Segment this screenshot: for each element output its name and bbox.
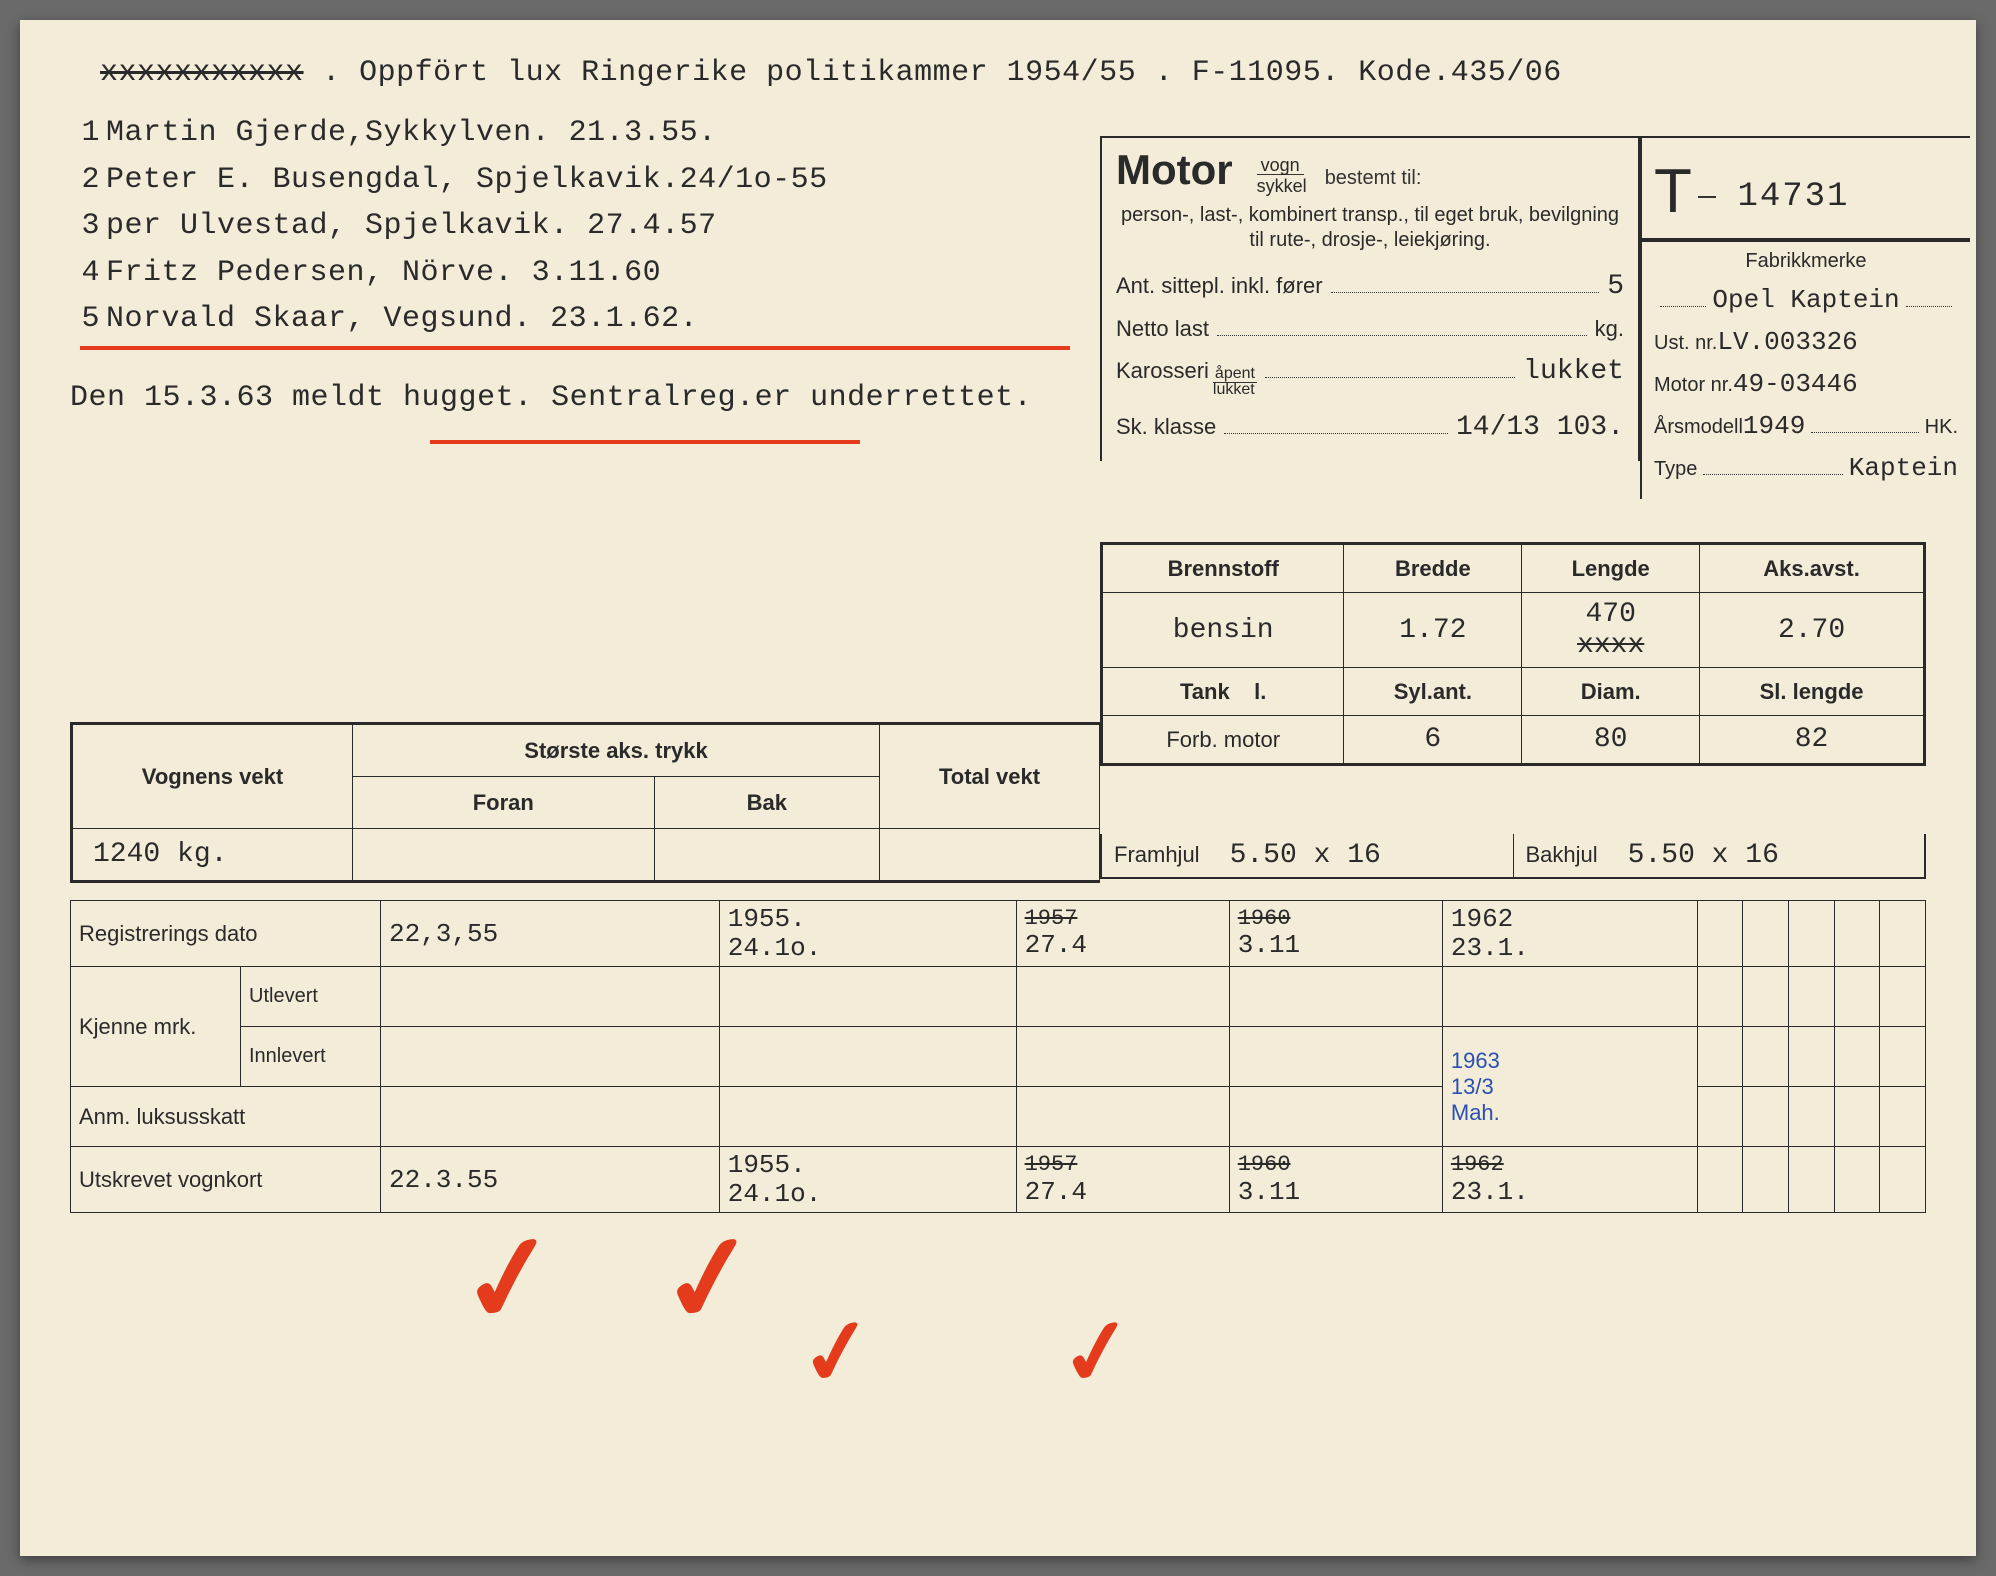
license-plate: T 14731: [1640, 136, 1970, 240]
utskrevet-date: 196223.1.: [1442, 1147, 1697, 1213]
sylant-value: 6: [1344, 716, 1522, 764]
col-sylant: Syl.ant.: [1344, 668, 1522, 716]
scrapped-note: Den 15.3.63 meldt hugget. Sentralreg.er …: [70, 375, 1070, 422]
col-tank: Tank l.: [1103, 668, 1344, 716]
lengde-value: 470 xxxx: [1522, 593, 1700, 668]
red-checkmark: ✓: [450, 1204, 570, 1364]
utskrevet-date: 195727.4: [1016, 1147, 1229, 1213]
header-text-2: F-11095. Kode.435/06: [1192, 56, 1562, 90]
reg-date: 1955.24.1o.: [719, 901, 1016, 967]
type-value: Kaptein: [1849, 453, 1958, 483]
header-strikeout: xxxxxxxxxxx: [100, 56, 304, 90]
owner-num: 3: [70, 203, 106, 250]
red-underline: [430, 440, 860, 444]
netto-label: Netto last: [1116, 316, 1209, 342]
motornr-label: Motor nr.: [1654, 374, 1733, 397]
utskrevet-date: 22.3.55: [381, 1147, 720, 1213]
karosseri-label: Karosseri: [1116, 358, 1209, 384]
bakhjul: Bakhjul5.50 x 16: [1514, 834, 1925, 877]
brennstoff-value: bensin: [1103, 593, 1344, 668]
specs-grid: Brennstoff Bredde Lengde Aks.avst. bensi…: [1100, 542, 1926, 766]
col-diam: Diam.: [1522, 668, 1700, 716]
red-underline: [80, 346, 1070, 350]
utlevert-label: Utlevert: [241, 967, 381, 1027]
motor-sub: vogn sykkel: [1257, 155, 1307, 197]
klasse-label: Sk. klasse: [1116, 414, 1216, 440]
owner-text: Martin Gjerde,Sykkylven. 21.3.55.: [106, 110, 717, 157]
registration-card: xxxxxxxxxxx . Oppfört lux Ringerike poli…: [20, 20, 1976, 1556]
owner-num: 5: [70, 296, 106, 343]
wheels-row: Framhjul5.50 x 16 Bakhjul5.50 x 16: [1100, 834, 1926, 879]
type-label: Type: [1654, 458, 1697, 481]
aks-trykk-label: Største aks. trykk: [353, 725, 880, 777]
vognens-vekt-value: 1240 kg.: [73, 829, 353, 881]
forb-motor: Forb. motor: [1103, 716, 1344, 764]
utskrevet-date: 1955.24.1o.: [719, 1147, 1016, 1213]
owner-num: 1: [70, 110, 106, 157]
vognens-vekt-label: Vognens vekt: [73, 725, 353, 829]
foran-label: Foran: [353, 777, 655, 829]
total-vekt-label: Total vekt: [880, 725, 1100, 829]
red-checkmark: ✓: [1053, 1295, 1143, 1415]
reg-date: 195727.4: [1016, 901, 1229, 967]
motor-description: person-, last-, kombinert transp., til e…: [1116, 203, 1624, 253]
header-text-1: . Oppfört lux Ringerike politikammer 195…: [322, 56, 1173, 90]
owner-num: 4: [70, 250, 106, 297]
aksavst-value: 2.70: [1700, 593, 1924, 668]
aarsmodell-value: 1949: [1743, 411, 1805, 441]
hk-label: HK.: [1925, 416, 1958, 439]
owners-list: 1Martin Gjerde,Sykkylven. 21.3.55. 2Pete…: [70, 110, 1070, 421]
framhjul: Framhjul5.50 x 16: [1102, 834, 1514, 877]
bak-label: Bak: [654, 777, 879, 829]
owner-text: Fritz Pedersen, Nörve. 3.11.60: [106, 250, 661, 297]
reg-dato-label: Registrerings dato: [71, 901, 381, 967]
col-lengde: Lengde: [1522, 545, 1700, 593]
header-line: xxxxxxxxxxx . Oppfört lux Ringerike poli…: [100, 56, 1956, 90]
seats-label: Ant. sittepl. inkl. fører: [1116, 273, 1323, 299]
reg-date: 22,3,55: [381, 901, 720, 967]
fabrikkmerke-value: Opel Kaptein: [1712, 285, 1899, 315]
aarsmodell-label: Årsmodell: [1654, 416, 1743, 439]
col-bredde: Bredde: [1344, 545, 1522, 593]
owner-text: Peter E. Busengdal, Spjelkavik.24/1o-55: [106, 157, 828, 204]
bestemt-label: bestemt til:: [1325, 167, 1422, 189]
motor-box: Motor vogn sykkel bestemt til: person-, …: [1100, 136, 1640, 461]
karosseri-value: lukket: [1523, 356, 1624, 387]
utskrevet-date: 19603.11: [1229, 1147, 1442, 1213]
reg-date: 19603.11: [1229, 901, 1442, 967]
diam-value: 80: [1522, 716, 1700, 764]
col-brennstoff: Brennstoff: [1103, 545, 1344, 593]
bredde-value: 1.72: [1344, 593, 1522, 668]
ust-label: Ust. nr.: [1654, 332, 1717, 355]
spec-box: Fabrikkmerke Opel Kaptein Ust. nr.LV.003…: [1640, 240, 1970, 499]
fabrikkmerke-label: Fabrikkmerke: [1654, 250, 1958, 273]
bottom-table: Registrerings dato 22,3,55 1955.24.1o. 1…: [70, 900, 1926, 1213]
anm-label: Anm. luksusskatt: [71, 1087, 381, 1147]
seats-value: 5: [1607, 271, 1624, 302]
plate-number: 14731: [1737, 178, 1849, 216]
kjenne-label: Kjenne mrk.: [71, 967, 241, 1087]
red-checkmark: ✓: [793, 1295, 883, 1415]
sllengde-value: 82: [1700, 716, 1924, 764]
handwritten-note: 196313/3Mah.: [1442, 1027, 1697, 1147]
weight-table: Vognens vekt Største aks. trykk Total ve…: [70, 722, 1100, 883]
klasse-value: 14/13 103.: [1456, 412, 1624, 443]
plate-letter: T: [1654, 157, 1692, 226]
motornr-value: 49-03446: [1733, 369, 1858, 399]
red-checkmark: ✓: [650, 1204, 770, 1364]
netto-unit: kg.: [1595, 316, 1624, 342]
ust-value: LV.003326: [1717, 327, 1857, 357]
owner-num: 2: [70, 157, 106, 204]
reg-date: 196223.1.: [1442, 901, 1697, 967]
utskrevet-label: Utskrevet vognkort: [71, 1147, 381, 1213]
owner-text: Norvald Skaar, Vegsund. 23.1.62.: [106, 296, 698, 343]
col-aksavst: Aks.avst.: [1700, 545, 1924, 593]
col-sllengde: Sl. lengde: [1700, 668, 1924, 716]
owner-text: per Ulvestad, Spjelkavik. 27.4.57: [106, 203, 717, 250]
motor-title: Motor: [1116, 146, 1233, 194]
innlevert-label: Innlevert: [241, 1027, 381, 1087]
